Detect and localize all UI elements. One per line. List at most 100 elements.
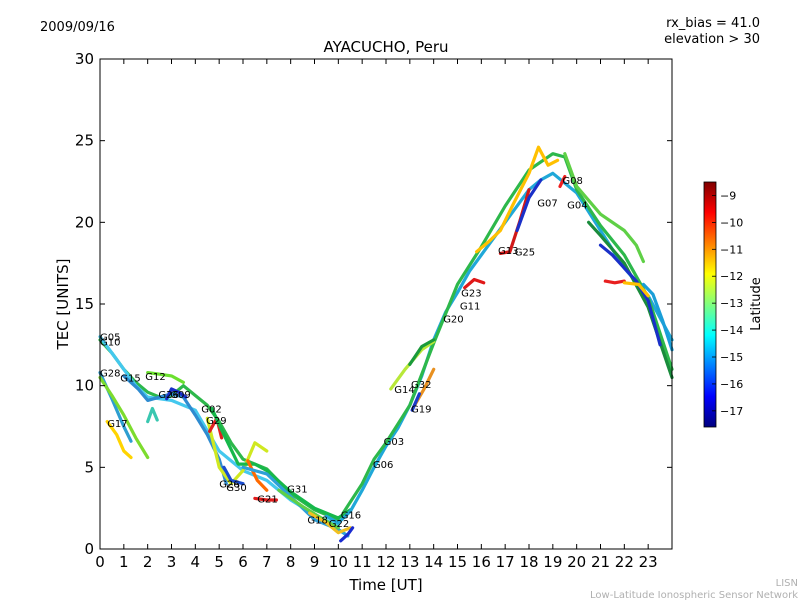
satellite-label: G13 xyxy=(498,246,518,257)
satellite-label: G22 xyxy=(329,519,349,530)
satellite-label: G10 xyxy=(100,338,120,349)
x-tick-label: 21 xyxy=(591,553,610,571)
satellite-label: G29 xyxy=(206,416,226,427)
series-line xyxy=(205,416,269,486)
series-layer xyxy=(98,145,674,543)
satellite-label: G20 xyxy=(443,315,463,326)
satellite-label: G11 xyxy=(460,302,480,313)
x-tick-label: 12 xyxy=(376,553,395,571)
y-tick-label: 0 xyxy=(84,540,94,558)
x-axis-label: Time [UT] xyxy=(348,576,422,594)
series-line xyxy=(558,175,567,188)
satellite-label: G26 xyxy=(219,480,239,491)
satellite-label: G21 xyxy=(257,494,277,505)
colorbar-tick-label: −10 xyxy=(720,216,743,229)
satellite-label: G06 xyxy=(373,460,393,471)
series-line xyxy=(222,465,245,486)
x-tick-label: 9 xyxy=(310,553,320,571)
colorbar-tick-label: −11 xyxy=(720,243,743,256)
footer-org-full: Low-Latitude Ionospheric Sensor Network xyxy=(590,590,798,600)
plot-frame xyxy=(99,58,673,550)
series-line xyxy=(324,171,674,525)
colorbar: −9 −10 −11 −12 −13 −14 −15 −16 −17 Latitude xyxy=(703,181,764,428)
satellite-label: G15 xyxy=(120,374,140,385)
series-line xyxy=(515,178,543,233)
series-line xyxy=(498,188,531,255)
x-tick-label: 17 xyxy=(496,553,515,571)
x-tick-label: 5 xyxy=(214,553,224,571)
series-line xyxy=(165,387,188,401)
series-line xyxy=(253,496,278,502)
x-tick-label: 0 xyxy=(95,553,105,571)
satellite-label: G25 xyxy=(515,248,535,259)
satellite-label: G07 xyxy=(537,199,557,210)
series-line xyxy=(146,371,185,384)
x-tick-label: 1 xyxy=(119,553,129,571)
satellite-label: G17 xyxy=(107,419,127,430)
x-tick-label: 20 xyxy=(567,553,586,571)
colorbar-tick-label: −14 xyxy=(720,324,743,337)
satellite-label: G16 xyxy=(341,511,361,522)
date-label: 2009/09/16 xyxy=(40,20,115,35)
satellite-label: G28 xyxy=(100,369,120,380)
x-tick-label: 18 xyxy=(519,553,538,571)
y-tick-label: 5 xyxy=(84,458,94,476)
series-line xyxy=(277,488,340,530)
x-tick-label: 3 xyxy=(167,553,177,571)
satellite-label: G12 xyxy=(145,372,165,383)
series-line xyxy=(98,375,150,460)
satellite-label: G08 xyxy=(562,176,582,187)
x-tick-label: 11 xyxy=(353,553,372,571)
x-tick-label: 6 xyxy=(238,553,248,571)
colorbar-tick-label: −17 xyxy=(720,405,743,418)
x-tick-label: 22 xyxy=(615,553,634,571)
satellite-label: G09 xyxy=(170,390,190,401)
satellite-label: G02 xyxy=(201,405,221,416)
series-line xyxy=(210,406,352,520)
x-tick-label: 23 xyxy=(639,553,658,571)
series-line xyxy=(341,152,674,515)
y-tick-label: 25 xyxy=(75,132,94,150)
colorbar-tick-label: −15 xyxy=(720,351,743,364)
series-line xyxy=(563,152,645,264)
x-tick-label: 4 xyxy=(191,553,201,571)
satellite-label: G26 xyxy=(158,390,178,401)
x-tick-label: 10 xyxy=(329,553,348,571)
y-tick-label: 20 xyxy=(75,213,94,231)
series-line xyxy=(408,338,436,366)
series-line xyxy=(603,279,626,285)
x-axis-ticks: 0 1 2 3 4 5 6 7 8 9 10 11 12 13 14 15 16 17 18 19 20 21 22 23 xyxy=(95,59,658,571)
footer-org-short: LISN xyxy=(776,578,798,589)
series-line xyxy=(598,243,662,347)
colorbar-tick-label: −12 xyxy=(720,270,743,283)
series-line xyxy=(410,392,421,412)
colorbar-ticks: −9 −10 −11 −12 −13 −14 −15 −16 −17 xyxy=(712,189,743,418)
satellite-label: G03 xyxy=(384,437,404,448)
x-tick-label: 16 xyxy=(472,553,491,571)
x-tick-label: 19 xyxy=(543,553,562,571)
colorbar-tick-label: −13 xyxy=(720,297,743,310)
series-line xyxy=(308,511,352,535)
series-line xyxy=(475,145,560,254)
series-line xyxy=(339,526,355,543)
satellite-label: G30 xyxy=(226,483,246,494)
x-tick-label: 15 xyxy=(448,553,467,571)
colorbar-label: Latitude xyxy=(749,277,764,331)
series-line xyxy=(463,277,486,290)
rx-bias-label: rx_bias = 41.0 xyxy=(666,16,760,31)
series-line xyxy=(641,282,674,352)
colorbar-fill xyxy=(703,181,717,428)
satellite-label: G23 xyxy=(461,289,481,300)
satellite-label: G32 xyxy=(411,380,431,391)
y-tick-label: 15 xyxy=(75,295,94,313)
y-axis-ticks: 0 5 10 15 20 25 30 xyxy=(75,50,672,558)
elevation-label: elevation > 30 xyxy=(664,32,760,47)
satellite-label: G14 xyxy=(394,385,414,396)
series-line xyxy=(246,459,269,492)
chart-title: AYACUCHO, Peru xyxy=(323,38,448,56)
satellite-label: G19 xyxy=(411,405,431,416)
x-tick-label: 7 xyxy=(262,553,272,571)
